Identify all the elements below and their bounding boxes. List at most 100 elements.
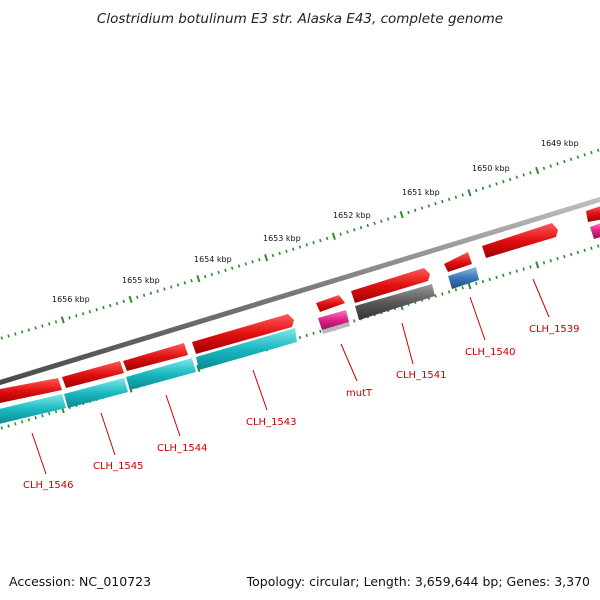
outer-ring-minor-tick	[292, 247, 295, 251]
outer-tick-ring	[0, 148, 600, 340]
outer-ring-minor-tick	[54, 320, 58, 324]
inner-ring-minor-tick	[481, 279, 485, 284]
outer-ring-minor-tick	[142, 293, 146, 297]
outer-ring-minor-tick	[393, 215, 397, 219]
outer-ring-minor-tick	[231, 266, 234, 270]
gene-label-clh-1539[interactable]: CLH_1539	[529, 324, 580, 335]
gene-arrow-clh-1546[interactable]	[0, 378, 62, 404]
feature-clh-1545[interactable]	[64, 378, 128, 408]
outer-ring-minor-tick	[102, 305, 105, 310]
gene-arrow-far-right[interactable]	[586, 205, 600, 222]
outer-ring-minor-tick	[590, 150, 593, 155]
inner-ring-minor-tick	[0, 426, 3, 430]
outer-ring-minor-tick	[502, 179, 505, 184]
feature-mutt-lower[interactable]	[322, 322, 350, 334]
inner-ring-minor-tick	[583, 248, 586, 252]
inner-tick-ring	[0, 244, 600, 430]
outer-ring-minor-tick	[576, 155, 580, 159]
outer-ring-minor-tick	[109, 303, 112, 308]
inner-ring-minor-tick	[461, 286, 464, 290]
kbp-label-1653: 1653 kbp	[263, 234, 301, 243]
outer-ring-major-tick	[128, 295, 133, 304]
outer-ring-minor-tick	[217, 270, 220, 275]
outer-ring-minor-tick	[441, 199, 444, 204]
outer-ring-minor-tick	[461, 193, 464, 197]
inner-ring-minor-tick	[34, 416, 37, 420]
outer-ring-minor-tick	[569, 157, 573, 161]
gene-arrow-mutt[interactable]	[316, 295, 345, 312]
outer-ring-minor-tick	[224, 268, 227, 272]
outer-ring-minor-tick	[115, 301, 119, 306]
inner-ring-major-tick	[196, 364, 201, 373]
gene-arrow-clh-1544[interactable]	[123, 343, 188, 371]
outer-ring-minor-tick	[237, 264, 241, 268]
outer-ring-minor-tick	[75, 314, 78, 318]
inner-ring-minor-tick	[529, 265, 532, 269]
outer-ring-minor-tick	[312, 241, 315, 245]
gene-label-clh-1540[interactable]: CLH_1540	[465, 347, 516, 358]
outer-ring-minor-tick	[122, 299, 125, 304]
outer-ring-minor-tick	[88, 310, 92, 314]
inner-ring-minor-tick	[7, 424, 10, 428]
outer-ring-minor-tick	[27, 328, 31, 332]
outer-ring-minor-tick	[434, 202, 437, 206]
inner-ring-minor-tick	[508, 271, 512, 275]
gene-label-clh-1541[interactable]: CLH_1541	[396, 370, 447, 381]
outer-ring-minor-tick	[508, 177, 512, 182]
inner-ring-minor-tick	[597, 244, 600, 248]
kbp-label-1649: 1649 kbp	[541, 139, 579, 148]
gene-label-leaders	[31, 278, 550, 475]
inner-ring-minor-tick	[54, 409, 58, 414]
feature-clh-1546[interactable]	[0, 394, 66, 425]
outer-ring-minor-tick	[170, 285, 173, 289]
outer-ring-major-tick	[196, 275, 201, 283]
gene-arrow-clh-1545[interactable]	[62, 361, 124, 388]
inner-ring-minor-tick	[20, 420, 24, 424]
gene-label-clh-1544[interactable]: CLH_1544	[157, 443, 208, 454]
gene-arrow-clh-1543[interactable]	[192, 314, 294, 354]
outer-ring-minor-tick	[373, 221, 376, 226]
outer-ring-minor-tick	[68, 316, 71, 320]
outer-ring-minor-tick	[210, 272, 214, 277]
gene-arrow-clh-1541[interactable]	[351, 268, 430, 303]
feature-far-right-magenta[interactable]	[590, 222, 600, 239]
inner-ring-minor-tick	[569, 252, 573, 257]
outer-ring-minor-tick	[156, 289, 159, 293]
outer-ring-major-tick	[60, 316, 65, 324]
kbp-label-1650: 1650 kbp	[472, 164, 510, 173]
feature-mutt[interactable]	[318, 310, 349, 330]
inner-ring-minor-tick	[576, 250, 580, 255]
gene-arrow-clh-1540[interactable]	[444, 252, 472, 272]
outer-ring-minor-tick	[596, 148, 600, 152]
gene-arrow-clh-1539[interactable]	[482, 223, 558, 258]
inner-ring-minor-tick	[590, 246, 593, 250]
inner-ring-minor-tick	[441, 292, 444, 296]
feature-clh-1544[interactable]	[126, 358, 196, 390]
outer-ring-minor-tick	[563, 159, 566, 164]
gene-label-mutt[interactable]: mutT	[346, 388, 373, 399]
kbp-label-1652: 1652 kbp	[333, 211, 371, 220]
feature-clh-1543[interactable]	[196, 328, 297, 370]
gene-label-clh-1543[interactable]: CLH_1543	[246, 417, 297, 428]
outer-ring-major-tick	[264, 253, 269, 262]
outer-ring-minor-tick	[298, 245, 302, 249]
outer-ring-minor-tick	[556, 162, 559, 166]
feature-row-genes	[0, 222, 600, 425]
gene-label-clh-1546[interactable]: CLH_1546	[23, 480, 74, 491]
genome-summary-text: Topology: circular; Length: 3,659,644 bp…	[246, 574, 590, 589]
outer-ring-minor-tick	[251, 260, 254, 264]
inner-ring-minor-tick	[502, 273, 505, 277]
inner-ring-minor-tick	[522, 267, 525, 271]
gene-label-clh-1545[interactable]: CLH_1545	[93, 461, 144, 472]
kbp-label-1651: 1651 kbp	[402, 188, 440, 197]
outer-ring-minor-tick	[583, 153, 586, 157]
outer-ring-minor-tick	[447, 197, 451, 202]
inner-ring-minor-tick	[27, 418, 31, 422]
outer-ring-minor-tick	[7, 334, 10, 338]
inner-ring-major-tick	[467, 282, 472, 290]
feature-clh-1540[interactable]	[448, 267, 479, 289]
outer-ring-minor-tick	[176, 283, 180, 287]
inner-ring-minor-tick	[542, 261, 546, 265]
feature-clh-1541[interactable]	[355, 284, 435, 320]
outer-ring-minor-tick	[339, 232, 342, 236]
